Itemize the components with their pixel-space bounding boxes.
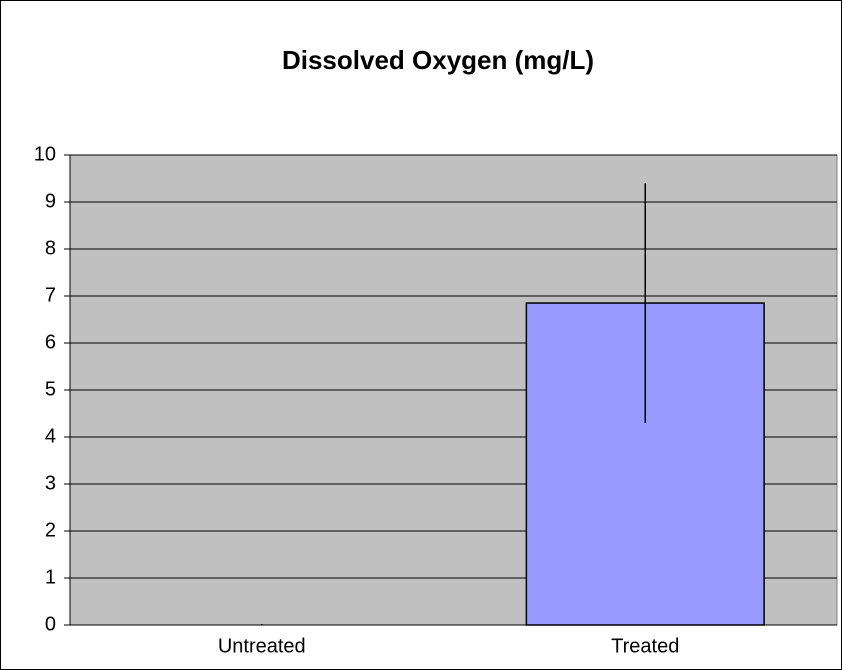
y-tick-label: 0 [45,613,56,635]
x-tick-label: Treated [611,635,679,657]
y-tick-label: 4 [45,425,56,447]
y-tick-label: 6 [45,331,56,353]
chart-title: Dissolved Oxygen (mg/L) [282,45,594,75]
y-tick-label: 7 [45,284,56,306]
y-tick-label: 1 [45,566,56,588]
y-tick-label: 8 [45,237,56,259]
x-tick-label: Untreated [218,635,306,657]
y-tick-label: 5 [45,378,56,400]
y-tick-label: 10 [34,143,56,165]
y-tick-label: 3 [45,472,56,494]
y-tick-label: 2 [45,519,56,541]
y-tick-label: 9 [45,190,56,212]
